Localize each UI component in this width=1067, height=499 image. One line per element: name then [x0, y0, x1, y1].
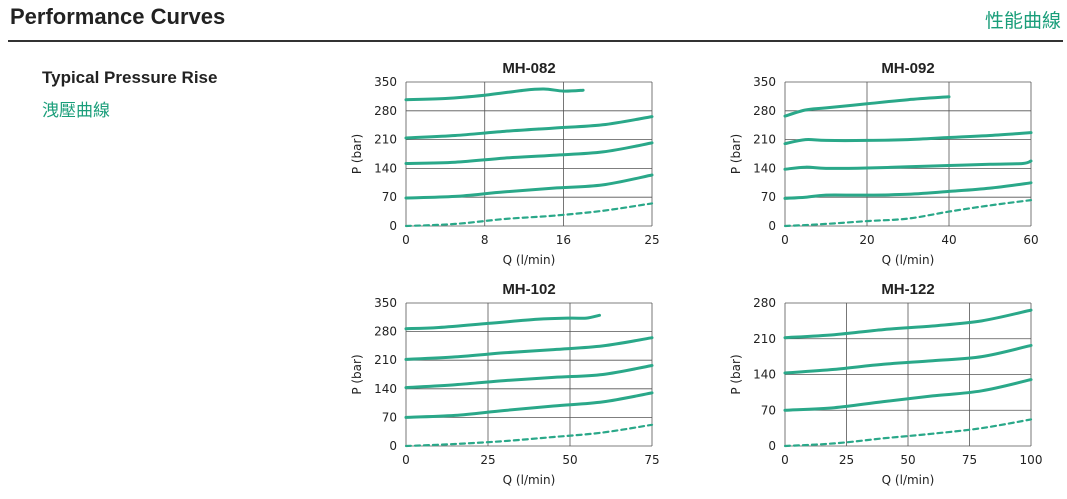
page-title-chinese: 性能曲線 [984, 11, 1061, 32]
x-tick-label: 25 [644, 233, 659, 247]
y-tick-label: 70 [382, 410, 397, 424]
y-tick-label: 210 [753, 133, 776, 147]
series-line [783, 159, 1033, 171]
x-tick-label: 100 [1020, 453, 1043, 467]
x-tick-label: 25 [839, 453, 854, 467]
series-line [783, 95, 951, 118]
x-tick-label: 0 [781, 233, 789, 247]
y-tick-label: 350 [374, 296, 397, 310]
section-label: Typical Pressure Rise 洩壓曲線 [42, 68, 217, 121]
x-axis-label: Q (l/min) [882, 253, 935, 267]
y-tick-label: 140 [374, 382, 397, 396]
series-line [783, 181, 1033, 200]
page-title: Performance Curves [10, 4, 226, 29]
y-tick-label: 280 [753, 104, 776, 118]
x-tick-label: 75 [644, 453, 659, 467]
y-tick-label: 210 [374, 133, 397, 147]
x-tick-label: 50 [900, 453, 915, 467]
y-tick-label: 280 [374, 325, 397, 339]
x-tick-label: 0 [402, 233, 410, 247]
x-axis-label: Q (l/min) [503, 473, 556, 487]
x-tick-label: 0 [402, 453, 410, 467]
y-tick-label: 140 [753, 368, 776, 382]
series-line [783, 378, 1033, 412]
series-line-dashed [783, 199, 1033, 228]
x-tick-label: 75 [962, 453, 977, 467]
series-line [404, 313, 601, 331]
y-tick-label: 210 [374, 353, 397, 367]
x-tick-label: 60 [1023, 233, 1038, 247]
y-tick-label: 0 [389, 439, 397, 453]
y-tick-label: 70 [761, 403, 776, 417]
chart-title: MH-122 [881, 281, 934, 298]
section-label-english: Typical Pressure Rise [42, 68, 218, 87]
x-tick-label: 40 [941, 233, 956, 247]
x-tick-label: 25 [480, 453, 495, 467]
chart-title: MH-102 [502, 281, 555, 298]
y-tick-label: 140 [753, 161, 776, 175]
y-tick-label: 350 [374, 75, 397, 89]
y-axis-label: P (bar) [729, 134, 743, 174]
x-tick-label: 0 [781, 453, 789, 467]
series-line [783, 308, 1033, 340]
y-tick-label: 0 [768, 439, 776, 453]
section-label-chinese: 洩壓曲線 [42, 101, 110, 120]
y-axis-label: P (bar) [350, 134, 364, 174]
series-line [783, 343, 1033, 375]
chart-title: MH-092 [881, 60, 934, 77]
y-tick-label: 70 [761, 190, 776, 204]
y-axis-label: P (bar) [729, 354, 743, 394]
series-line [404, 141, 654, 165]
page-header: Performance Curves 性能曲線 [8, 0, 1063, 42]
series-line [404, 173, 654, 200]
x-tick-label: 8 [481, 233, 489, 247]
y-axis-label: P (bar) [350, 354, 364, 394]
x-axis-label: Q (l/min) [882, 473, 935, 487]
series-line [404, 391, 654, 419]
y-tick-label: 280 [753, 296, 776, 310]
series-line-dashed [783, 418, 1033, 448]
x-axis-label: Q (l/min) [503, 253, 556, 267]
chart-title: MH-082 [502, 60, 555, 77]
series-line [783, 131, 1033, 146]
y-tick-label: 70 [382, 190, 397, 204]
y-tick-label: 0 [768, 219, 776, 233]
y-tick-label: 140 [374, 161, 397, 175]
series-line [404, 115, 654, 140]
y-tick-label: 210 [753, 332, 776, 346]
series-line-dashed [404, 202, 654, 228]
x-tick-label: 16 [556, 233, 571, 247]
x-tick-label: 50 [562, 453, 577, 467]
x-tick-label: 20 [859, 233, 874, 247]
series-line [404, 336, 654, 361]
y-tick-label: 0 [389, 219, 397, 233]
y-tick-label: 280 [374, 104, 397, 118]
series-line-dashed [404, 423, 654, 448]
series-line [404, 87, 585, 102]
series-line [404, 364, 654, 390]
y-tick-label: 350 [753, 75, 776, 89]
